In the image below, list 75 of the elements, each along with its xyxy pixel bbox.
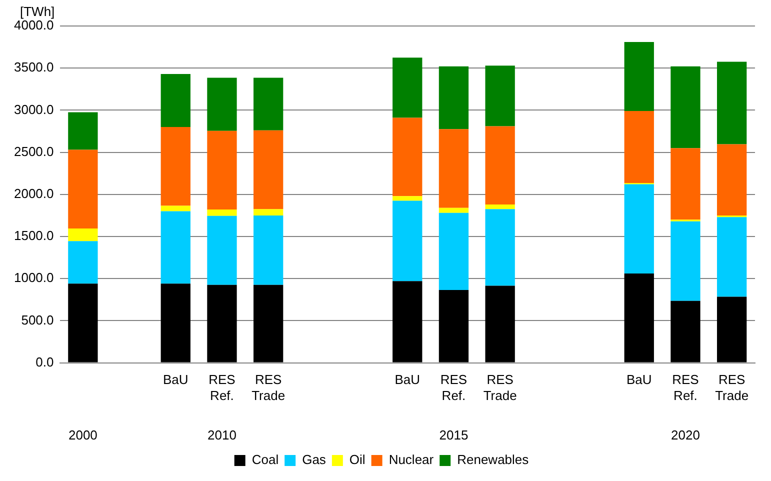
y-tick-label: 0.0 (36, 354, 54, 370)
bar (438, 129, 469, 208)
bar (254, 284, 284, 362)
text: 2000 (68, 428, 98, 443)
legend-label: Coal (252, 452, 279, 468)
bar (392, 196, 422, 201)
x-tick-label: RES Ref. (208, 372, 236, 403)
x-tick-label: RES Ref. (672, 372, 700, 403)
bar (68, 241, 98, 284)
y-tick-label: 500.0 (21, 312, 54, 328)
x-tick-label: RES Trade (483, 372, 517, 403)
bar (670, 300, 700, 362)
bar (624, 274, 654, 362)
x-tick-label: BaU (394, 372, 420, 388)
legend-label: Renewables (457, 452, 530, 468)
bar (670, 66, 700, 148)
bar (68, 284, 98, 362)
bar (392, 200, 422, 282)
bar (716, 217, 747, 297)
y-tick-label: 2500.0 (14, 144, 54, 159)
bar (485, 66, 515, 126)
x-tick-label: RES Trade (715, 372, 749, 403)
bar (438, 212, 469, 290)
bar (392, 58, 422, 118)
bar (716, 144, 747, 216)
bar (392, 281, 422, 362)
bar (485, 126, 515, 205)
legend-label: Oil (349, 452, 366, 468)
bar (392, 118, 422, 196)
y-tick-label: 4000.0 (14, 18, 54, 33)
text: 2015 (439, 428, 468, 443)
bar (207, 78, 237, 131)
bar (254, 78, 284, 130)
bar (254, 215, 284, 285)
text: 2020 (671, 428, 700, 443)
bar (160, 206, 190, 212)
y-tick-label: 3500.0 (14, 60, 54, 75)
bar (670, 148, 700, 220)
y-tick-label: 1000.0 (14, 270, 54, 286)
bar (207, 210, 237, 216)
bar (716, 296, 747, 362)
bar (485, 209, 515, 286)
x-tick-label: RES Ref. (440, 372, 468, 403)
bar (160, 211, 190, 284)
bar (670, 221, 700, 301)
bar (68, 228, 98, 242)
bar (716, 62, 747, 144)
bar (207, 284, 237, 362)
y-tick-label: 3000.0 (14, 102, 54, 117)
y-tick-label: 2000.0 (14, 186, 54, 201)
x-tick-label: BaU (626, 372, 652, 388)
bar (160, 127, 190, 206)
bar (68, 150, 98, 228)
y-tick-label: 1500.0 (14, 228, 54, 244)
y-axis-title: [TWh] (20, 4, 55, 20)
legend-label: Gas (302, 452, 326, 468)
bar (438, 208, 469, 213)
bar (68, 112, 98, 150)
bar (624, 111, 654, 184)
bar (485, 286, 515, 362)
bar (207, 216, 237, 285)
bar (160, 74, 190, 128)
bar (438, 290, 469, 362)
legend-label: Nuclear (388, 452, 434, 468)
bar (624, 184, 654, 274)
x-tick-label: RES Trade (252, 372, 286, 403)
bar (438, 66, 469, 130)
bar (485, 204, 515, 210)
text: 2010 (208, 428, 236, 443)
bar (624, 42, 654, 112)
bar (160, 284, 190, 362)
bar (254, 209, 284, 216)
bar (207, 130, 237, 210)
bar (254, 130, 284, 210)
x-tick-label: BaU (162, 372, 188, 388)
